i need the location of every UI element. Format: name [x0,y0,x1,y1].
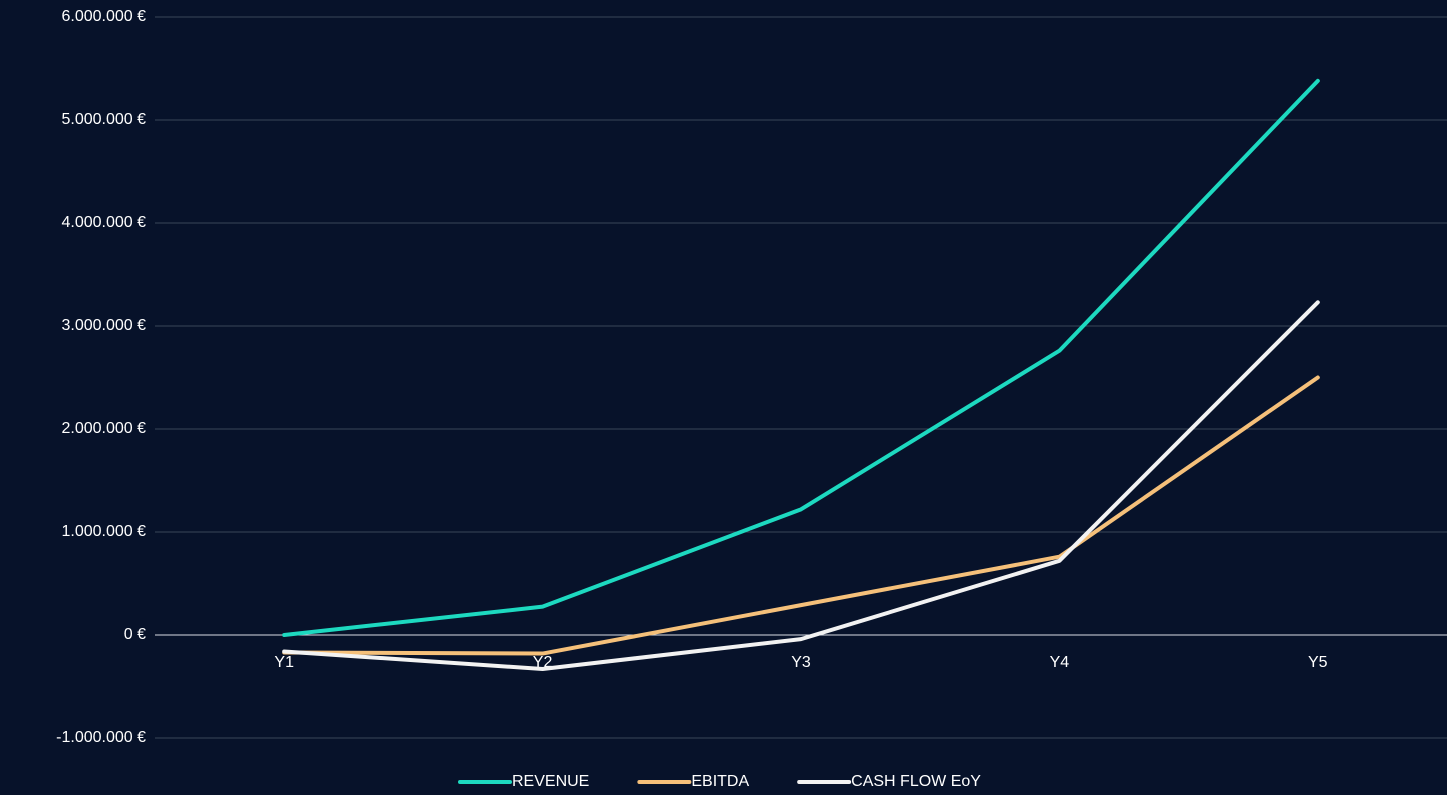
line-series [282,300,1320,671]
line-series [282,375,1320,656]
legend-label: REVENUE [512,773,589,790]
x-tick-label: Y1 [274,654,294,671]
legend-label: CASH FLOW EoY [851,773,981,790]
y-tick-label: 4.000.000 € [61,214,146,231]
legend-label: EBITDA [691,773,749,790]
y-tick-label: 3.000.000 € [61,317,146,334]
y-tick-label: 5.000.000 € [61,111,146,128]
x-tick-label: Y3 [791,654,811,671]
y-tick-label: 6.000.000 € [61,8,146,25]
y-tick-label: 2.000.000 € [61,420,146,437]
line-series [282,78,1320,637]
x-tick-label: Y4 [1050,654,1070,671]
y-tick-label: 1.000.000 € [61,523,146,540]
y-tick-label: 0 € [124,626,146,643]
y-tick-label: -1.000.000 € [56,729,146,746]
x-tick-label: Y5 [1308,654,1328,671]
